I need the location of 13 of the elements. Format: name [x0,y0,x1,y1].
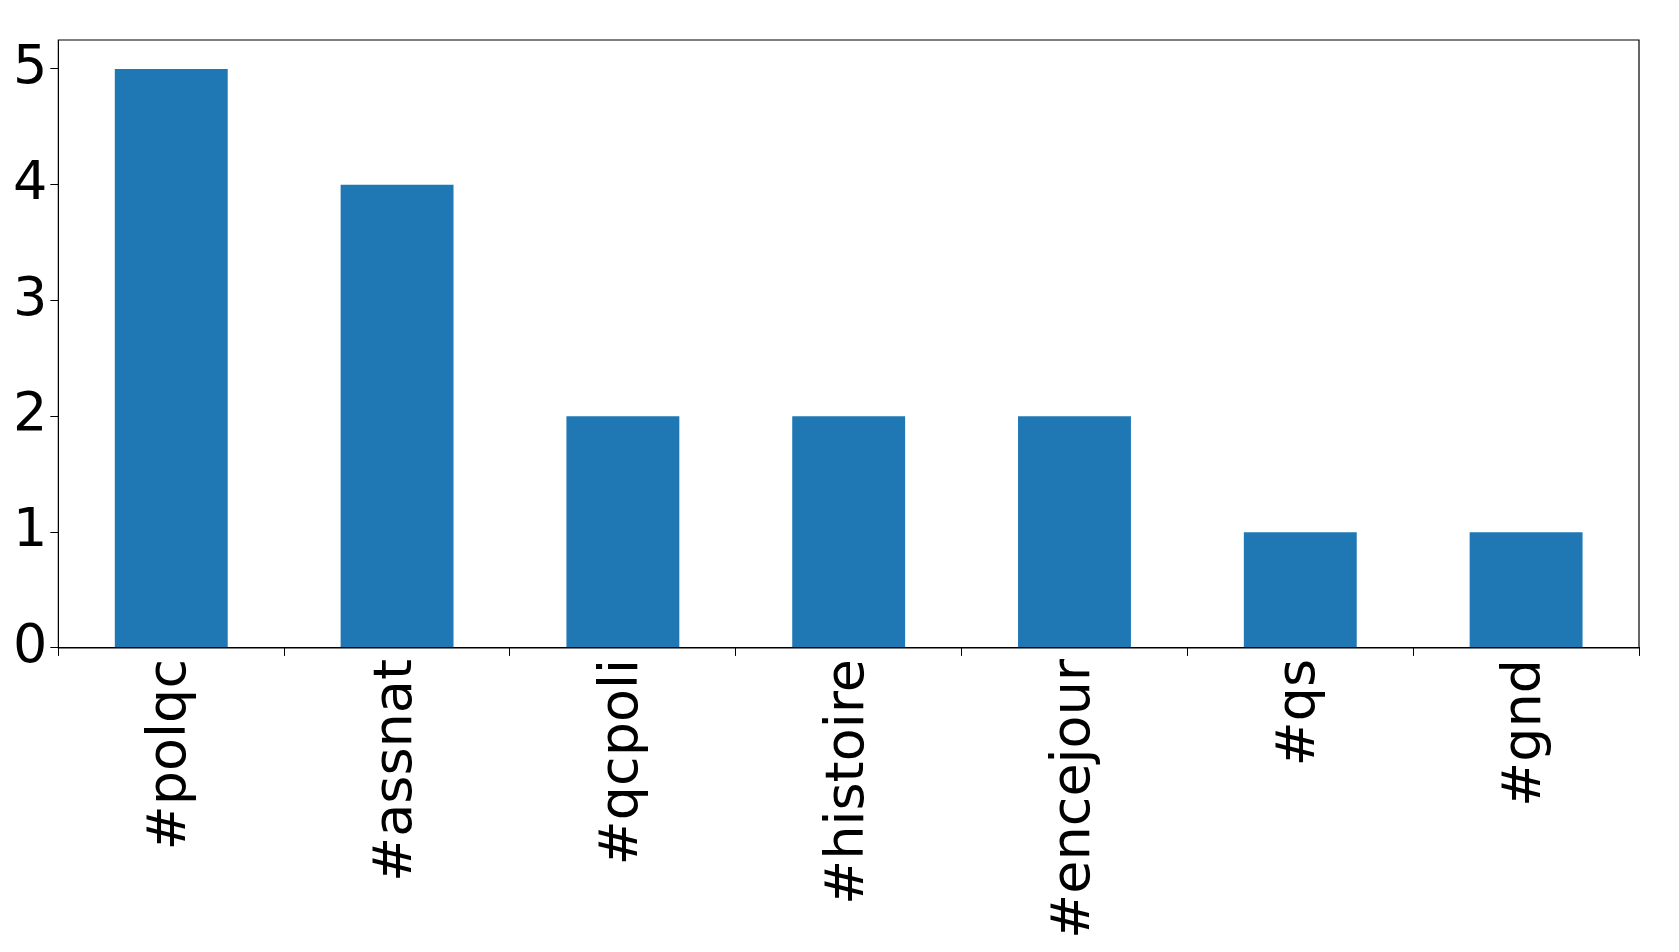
y-tick-label: 5 [13,32,48,96]
x-tick-label: #gnd [1490,658,1554,807]
y-tick-label: 0 [13,611,48,675]
y-tick-label: 4 [13,148,48,212]
x-tick-label: #histoire [812,658,876,905]
x-tick-label: #qs [1264,658,1328,767]
x-tick-label: #assnat [361,658,425,883]
y-tick-label: 1 [13,496,48,560]
x-tick-label: #qcpoli [586,658,650,866]
x-tick-label: #polqc [135,658,199,851]
y-tick-label: 2 [13,380,48,444]
x-tick-label: #encejour [1038,658,1102,940]
y-tick-label: 3 [13,264,48,328]
